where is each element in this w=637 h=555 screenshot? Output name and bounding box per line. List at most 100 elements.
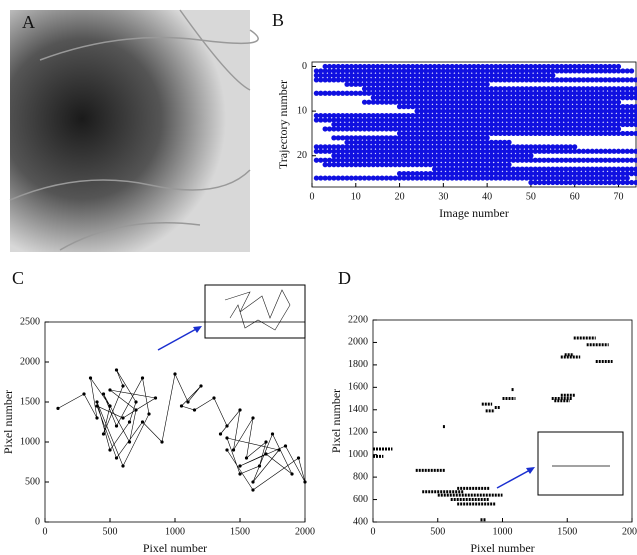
dot — [519, 104, 525, 110]
dot — [392, 112, 398, 119]
dot — [392, 157, 398, 163]
dot — [567, 126, 573, 132]
panel-label: B — [272, 10, 284, 30]
dot — [401, 86, 407, 92]
dot — [611, 104, 617, 110]
x-axis-label: Pixel number — [143, 541, 207, 555]
point — [134, 408, 138, 412]
dot — [611, 179, 617, 186]
dot — [431, 171, 438, 177]
dot — [462, 130, 468, 137]
dot — [602, 117, 608, 123]
dot — [515, 148, 521, 154]
dot — [396, 68, 403, 74]
dot — [497, 104, 503, 110]
dot — [497, 144, 503, 150]
dot — [383, 99, 390, 105]
dot — [379, 95, 385, 101]
dot — [449, 95, 455, 101]
dot — [519, 130, 525, 137]
dot — [488, 90, 495, 96]
dot — [580, 126, 587, 132]
dot — [519, 171, 525, 177]
dot — [392, 162, 398, 168]
dot — [445, 95, 451, 101]
dot — [633, 90, 637, 96]
dot — [418, 117, 425, 123]
dot — [493, 171, 499, 177]
dot — [585, 112, 591, 119]
dot — [361, 63, 368, 70]
dot — [388, 90, 394, 96]
dot — [326, 63, 333, 70]
dot — [370, 144, 376, 150]
dot — [383, 86, 390, 92]
dot — [480, 95, 486, 101]
dot — [440, 126, 446, 132]
dot — [510, 95, 517, 101]
dot — [383, 68, 390, 74]
dot — [602, 77, 608, 83]
dot — [563, 171, 569, 177]
dot — [379, 117, 385, 123]
x-tick-label: 0 — [310, 191, 315, 202]
dot — [423, 68, 429, 74]
dot — [453, 130, 460, 137]
dot — [388, 86, 394, 92]
dot — [519, 144, 525, 150]
dot — [401, 153, 407, 159]
dot — [615, 166, 622, 172]
y-tick-label: 0 — [35, 516, 40, 527]
dot — [580, 166, 587, 172]
dot — [344, 153, 350, 159]
dot — [611, 175, 617, 181]
dot — [506, 112, 512, 119]
dot — [467, 63, 473, 70]
dot — [497, 148, 503, 154]
dot — [523, 68, 530, 74]
dot — [545, 157, 552, 163]
dot — [576, 171, 582, 177]
dot — [554, 157, 560, 163]
dot — [572, 148, 578, 154]
dot — [401, 81, 407, 87]
dot — [554, 144, 560, 150]
dot — [528, 117, 534, 123]
dot — [484, 72, 490, 78]
dot — [410, 130, 416, 137]
dot — [453, 153, 460, 159]
dot — [449, 162, 455, 168]
dot — [629, 77, 635, 83]
dot — [414, 139, 420, 145]
dot — [414, 77, 420, 83]
trajectory-row — [331, 121, 637, 128]
dot — [488, 130, 495, 137]
dot — [589, 157, 595, 163]
dot — [348, 121, 355, 128]
trajectory-row — [396, 130, 637, 137]
dot — [475, 72, 481, 78]
dot — [318, 68, 324, 74]
dot — [440, 166, 446, 172]
dot — [602, 157, 608, 163]
y-tick-label: 1400 — [348, 404, 368, 415]
dot — [453, 81, 460, 87]
dot — [458, 175, 464, 181]
dot — [445, 108, 451, 114]
dot — [331, 153, 337, 159]
dot — [379, 81, 385, 87]
dot — [445, 175, 451, 181]
dot — [620, 112, 626, 119]
dot — [396, 126, 403, 132]
dot — [431, 95, 438, 101]
dot — [340, 72, 346, 78]
dot — [388, 77, 394, 83]
dot — [322, 117, 328, 123]
dot — [462, 126, 468, 132]
dot — [615, 175, 622, 181]
dot — [440, 144, 446, 150]
dot — [431, 108, 438, 114]
dot — [585, 104, 591, 110]
dot — [585, 179, 591, 186]
dot — [453, 166, 460, 172]
